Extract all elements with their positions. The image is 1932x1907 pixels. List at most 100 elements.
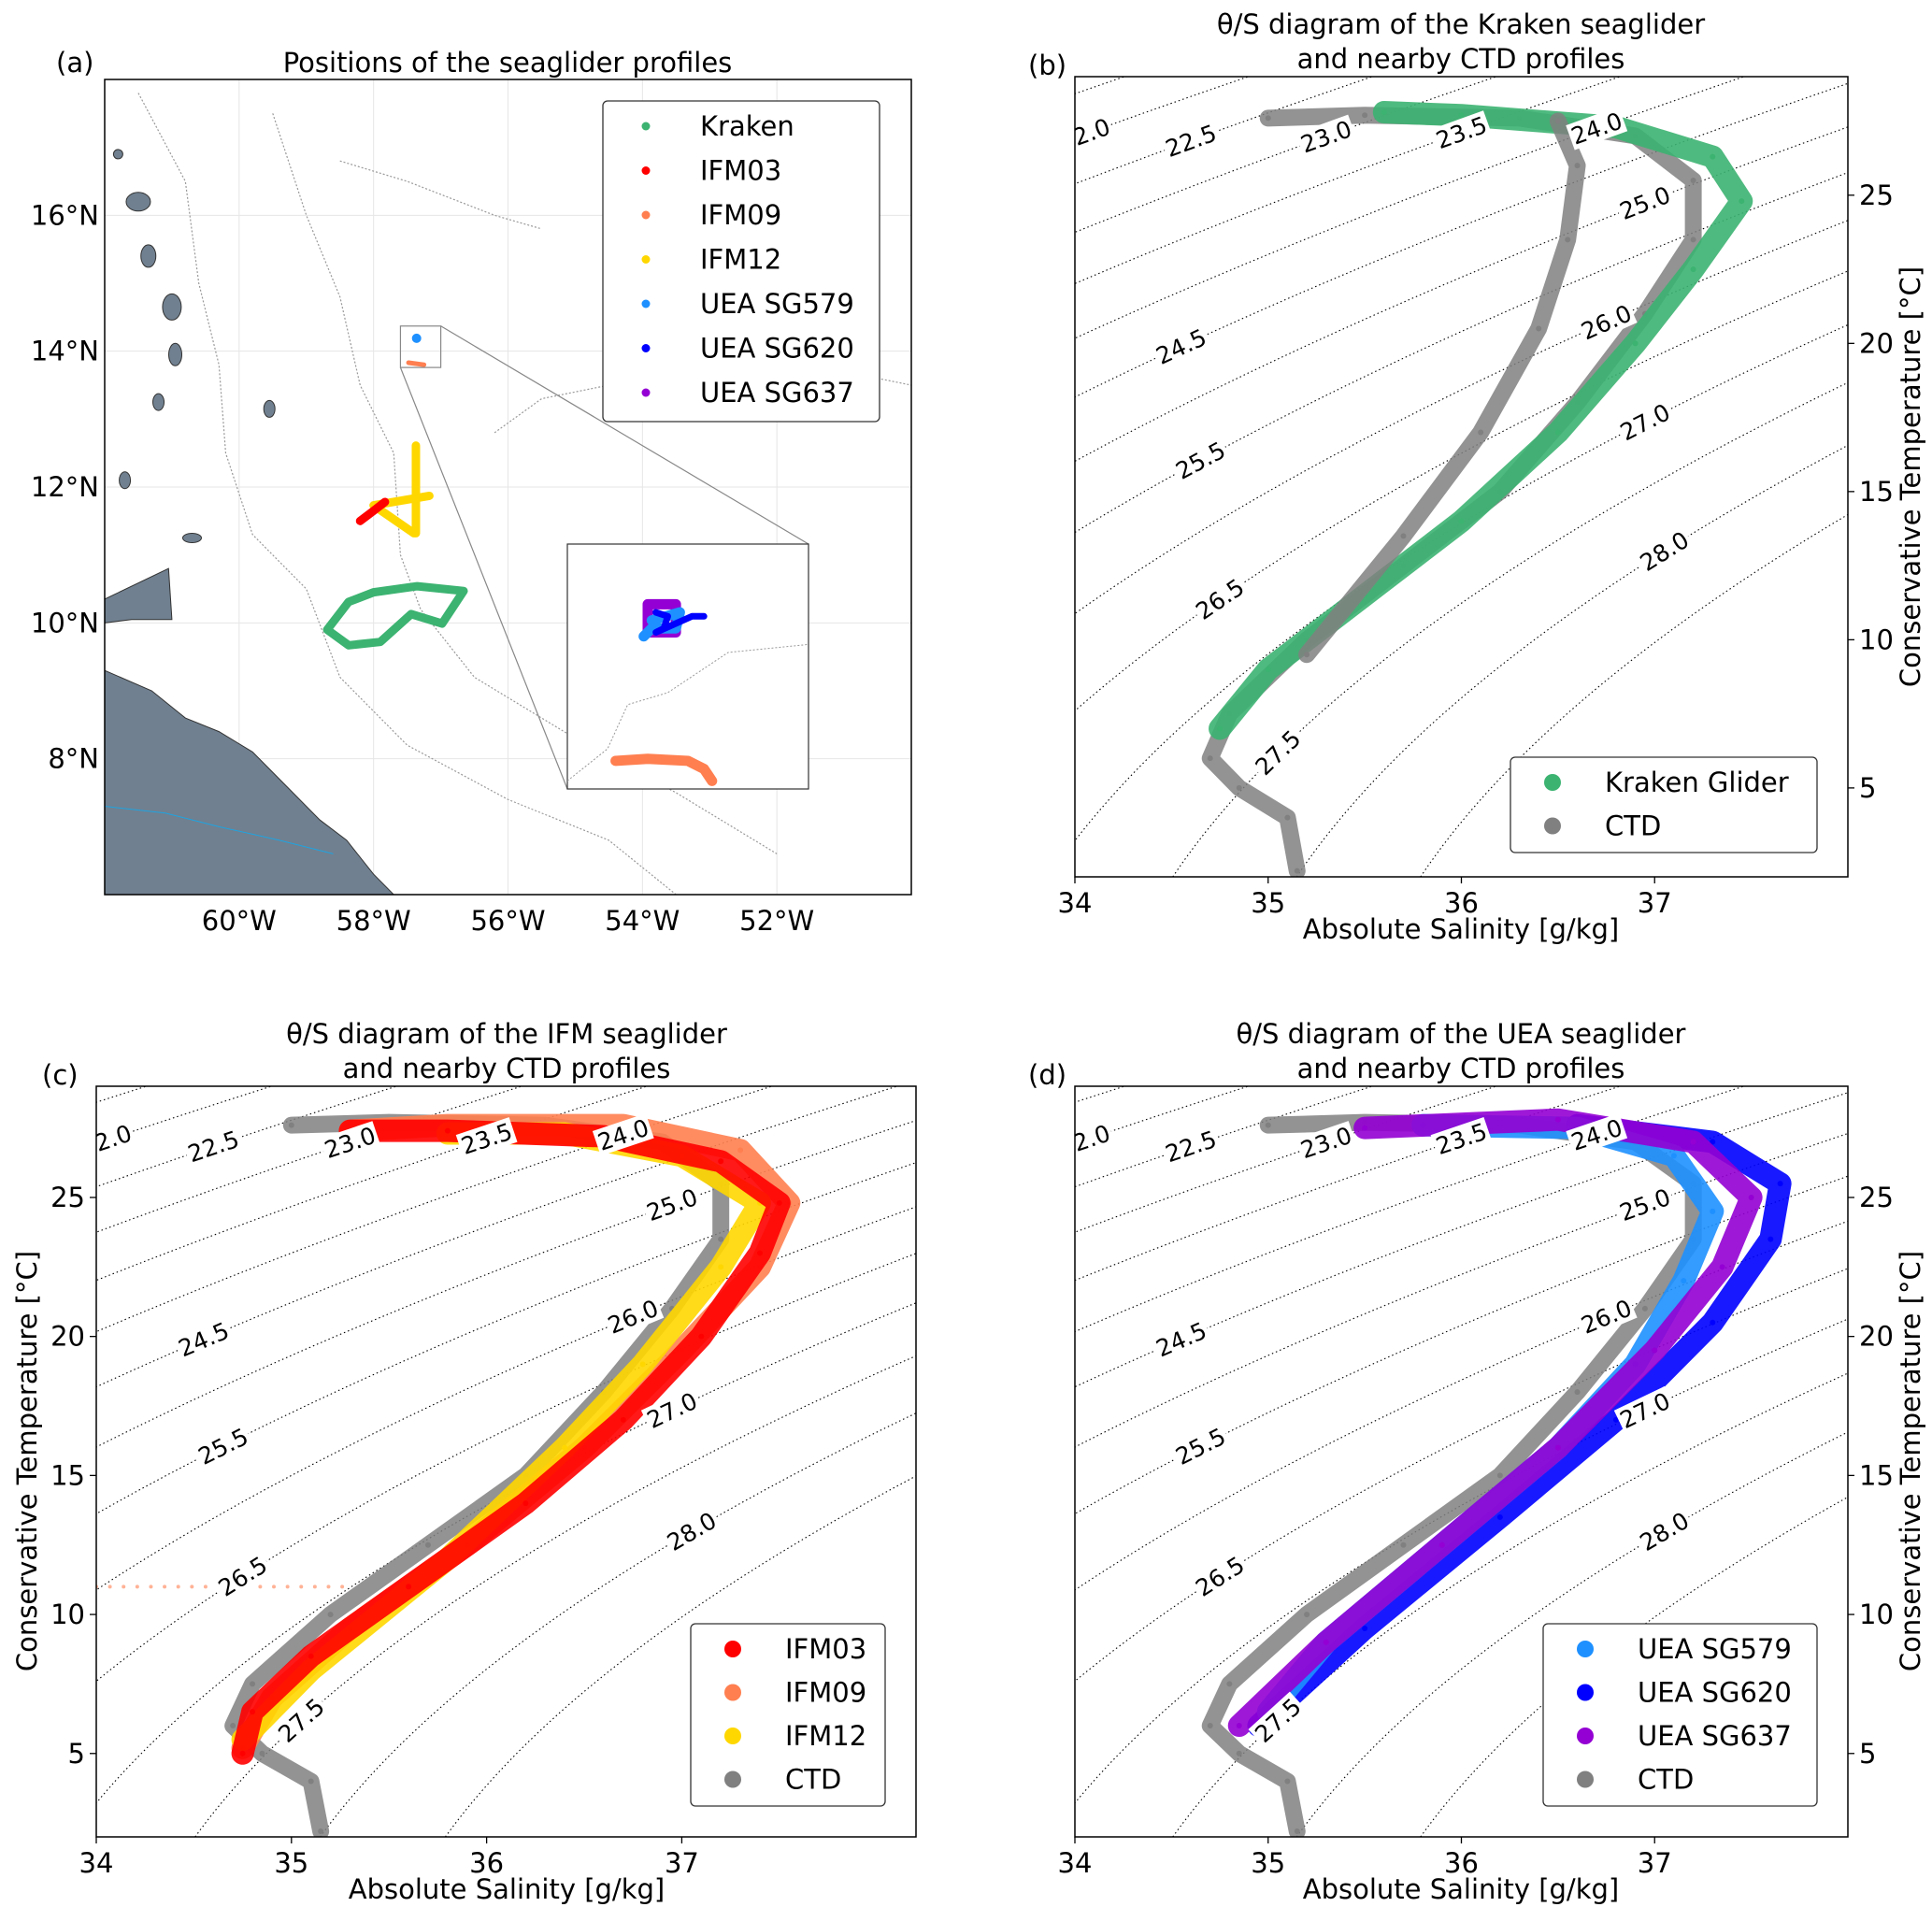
- isopycnal-line: [1075, 323, 1848, 842]
- series-ctd-point: [318, 1828, 324, 1835]
- land-island: [152, 393, 165, 411]
- isopycnal-label-bg: [1430, 110, 1493, 154]
- map-legend-marker: [641, 166, 651, 175]
- isopycnal-label-bg: [271, 1691, 331, 1749]
- series-kraken-glider-point: [1265, 667, 1271, 673]
- y-tick-label: 10: [50, 1599, 85, 1630]
- isopycnal-line: [1075, 1086, 1249, 1144]
- isopycnal-label: 25.5: [194, 1423, 253, 1470]
- series-ifm03-point: [406, 1584, 412, 1590]
- isopycnal-label-bg: [592, 1112, 654, 1156]
- series-ctd-point: [1207, 1723, 1213, 1729]
- bathymetry-contour: [272, 113, 778, 854]
- series-ctd-point: [1284, 1778, 1291, 1785]
- series-uea-sg637-point: [1554, 1444, 1561, 1451]
- isopycnal-label-bg: [1150, 1315, 1212, 1363]
- series-uea-sg579-point: [1670, 1153, 1677, 1159]
- series-ifm09-stray-point: [285, 1584, 290, 1589]
- track-kraken: [322, 581, 468, 650]
- ts-legend-marker: [1577, 1684, 1594, 1701]
- land-island: [119, 471, 132, 490]
- series-ifm03-point: [239, 1750, 246, 1756]
- series-uea-sg637-point: [1554, 1116, 1561, 1123]
- series-ctd-point: [1478, 429, 1484, 436]
- ts-legend: [1542, 1623, 1818, 1807]
- series-ifm09-stray-point: [163, 1584, 167, 1589]
- isopycnal-label-bg: [1248, 1691, 1308, 1749]
- ts-legend-label: CTD: [1605, 810, 1661, 842]
- inset-frame: [566, 543, 809, 790]
- land-island: [168, 342, 183, 366]
- ts-legend-label: Kraken Glider: [1605, 767, 1789, 798]
- isopycnal-label-bg: [455, 1117, 518, 1160]
- series-ifm12-point: [562, 1444, 568, 1451]
- map-lat-tick-label: 12°N: [31, 471, 99, 503]
- series-kraken-glider-point: [1554, 429, 1561, 436]
- series-ifm03-point: [756, 1250, 763, 1256]
- x-tick-label: 34: [79, 1847, 114, 1879]
- plot-layer: 60°W 58°W 56°W 54°W 52°W 8°N 10°N 12°N 14°N 16°N K…: [31, 76, 1894, 1879]
- inset-bathymetry: [566, 643, 809, 781]
- series-ifm09-stray-point: [203, 1584, 208, 1589]
- ts-legend-label: UEA SG620: [1638, 1677, 1792, 1709]
- ts-legend-marker: [1544, 817, 1561, 835]
- series-ifm03-point: [718, 1158, 724, 1165]
- ylabel-d: Conservative Temperature [°C]: [1895, 1251, 1926, 1671]
- series-ifm12-point: [718, 1264, 724, 1270]
- map-legend-marker: [641, 299, 651, 308]
- series-ctd-point: [424, 1541, 431, 1548]
- isopycnal-label-bg: [1248, 723, 1308, 781]
- series-ctd-point: [1400, 1541, 1407, 1548]
- title-d-line1: θ/S diagram of the UEA seaglider: [1237, 1018, 1686, 1050]
- inset-connector: [440, 325, 809, 545]
- series-ctd-point: [1294, 867, 1300, 874]
- isopycnal-label: 25.0: [1616, 181, 1674, 225]
- bathymetry-contour: [137, 93, 677, 895]
- series-uea-sg620-point: [1777, 1181, 1783, 1187]
- river: [105, 806, 334, 854]
- isopycnal-label-bg: [1075, 112, 1116, 156]
- series-ifm03-point: [698, 1333, 705, 1340]
- isopycnal-label: 22.5: [1162, 1126, 1220, 1168]
- series-ctd-point: [1284, 814, 1291, 821]
- series-ifm12-point: [639, 1361, 646, 1368]
- series-ctd-point: [1565, 237, 1571, 243]
- isopycnal-line: [96, 1086, 522, 1233]
- isopycnal-label-bg: [182, 1125, 245, 1169]
- isopycnal-line: [1075, 77, 1744, 339]
- inset-track-ifm09: [610, 753, 718, 786]
- series-ctd-point: [1236, 784, 1242, 791]
- ts-frame: [95, 1085, 917, 1838]
- ts-legend: [690, 1623, 886, 1807]
- isopycnal-line: [96, 1086, 772, 1333]
- series-uea-sg637-point: [1690, 1139, 1696, 1145]
- y-tick-label: 25: [50, 1182, 85, 1213]
- isopycnal-label-bg: [1575, 1293, 1638, 1340]
- isopycnal-label-bg: [1295, 1121, 1357, 1164]
- series-ctd-point: [1554, 118, 1561, 124]
- series-ctd-point: [1362, 112, 1368, 119]
- map-lon-tick-label: 54°W: [605, 905, 680, 937]
- ts-legend-marker: [1577, 1728, 1594, 1744]
- series-ifm09-point: [737, 1147, 744, 1154]
- isopycnal-label: 22.5: [1162, 120, 1220, 163]
- x-tick-label: 35: [1251, 887, 1285, 919]
- map-legend-label: IFM09: [700, 199, 781, 231]
- map-lon-tick-label: 56°W: [470, 905, 545, 937]
- series-ctd-point: [1536, 325, 1542, 332]
- series-ctd-point: [327, 1612, 334, 1618]
- map-lat-tick-label: 16°N: [31, 199, 99, 231]
- x-tick-label: 37: [1638, 1847, 1672, 1879]
- series-ctd-point: [1236, 1750, 1242, 1756]
- series-kraken-glider-point: [1710, 153, 1716, 160]
- series-ctd-point: [259, 1750, 265, 1756]
- ts-legend-label: UEA SG637: [1638, 1720, 1792, 1752]
- series-ctd-point: [1304, 1612, 1310, 1618]
- y-tick-label: 20: [50, 1321, 85, 1353]
- isopycnal-line: [1075, 1086, 1621, 1282]
- land-island: [112, 149, 123, 160]
- series-ifm09-stray-point: [149, 1584, 153, 1589]
- series-uea-sg620-point: [1710, 1139, 1716, 1145]
- isopycnal-label-bg: [1169, 435, 1232, 485]
- x-tick-label: 35: [1251, 1847, 1285, 1879]
